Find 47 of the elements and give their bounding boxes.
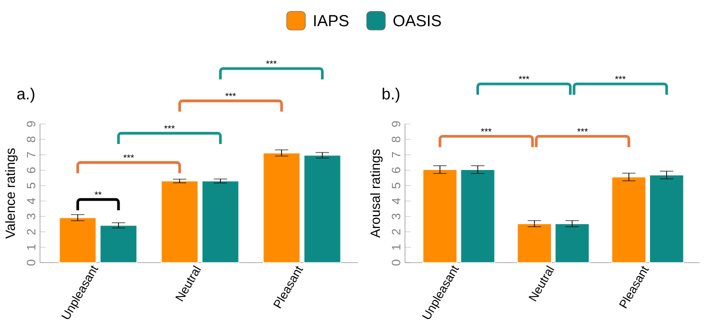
y-tick-label: 4 — [392, 198, 400, 204]
bar — [422, 169, 458, 264]
bar — [262, 152, 300, 264]
y-tick-label: 2 — [392, 229, 400, 235]
legend-label: IAPS — [314, 15, 348, 26]
y-tick-label: 0 — [26, 260, 36, 266]
y-tick-label: 9 — [392, 121, 400, 127]
text: *** — [266, 60, 277, 64]
y-tick-label: 1 — [392, 244, 400, 250]
text: *** — [518, 76, 530, 80]
y-tick-label: 6 — [392, 167, 400, 173]
bar — [460, 169, 496, 264]
y-tick-label: 7 — [392, 152, 400, 158]
y-tick-label: 8 — [26, 136, 36, 142]
annotation: *** — [480, 128, 492, 132]
y-tick-label: 3 — [392, 214, 400, 220]
bar — [160, 180, 198, 264]
y-tick-label: 5 — [392, 182, 400, 188]
y-tick-label: 5 — [26, 182, 36, 188]
bar — [304, 154, 342, 264]
text: *** — [225, 92, 236, 96]
y-tick-label: 7 — [27, 152, 36, 158]
annotation: ** — [94, 191, 102, 195]
y-tick-label: 0 — [392, 260, 400, 266]
text: *** — [615, 76, 626, 80]
y-tick-label: 3 — [26, 214, 36, 220]
annotation: *** — [577, 128, 588, 132]
y-tick-label: 8 — [392, 136, 400, 142]
bar — [202, 180, 240, 264]
bar — [554, 223, 590, 264]
annotation: *** — [164, 125, 175, 129]
chart-title: b.) — [382, 88, 400, 103]
y-tick-label: 6 — [26, 167, 36, 173]
legend-label: OASIS — [393, 15, 441, 26]
bar — [100, 224, 138, 264]
chart-title: a.) — [17, 88, 34, 103]
bar — [516, 223, 552, 264]
bar — [649, 174, 684, 264]
y-tick-label: 2 — [26, 229, 36, 235]
bar — [611, 176, 646, 264]
y-tick-label: 1 — [27, 244, 36, 250]
y-tick-label: 9 — [26, 121, 36, 127]
bar — [58, 217, 96, 264]
y-axis-title: Arousal ratings — [370, 149, 383, 238]
y-axis-title: Valence ratings — [5, 148, 18, 239]
annotation: *** — [123, 154, 134, 158]
y-tick-label: 4 — [27, 198, 36, 204]
